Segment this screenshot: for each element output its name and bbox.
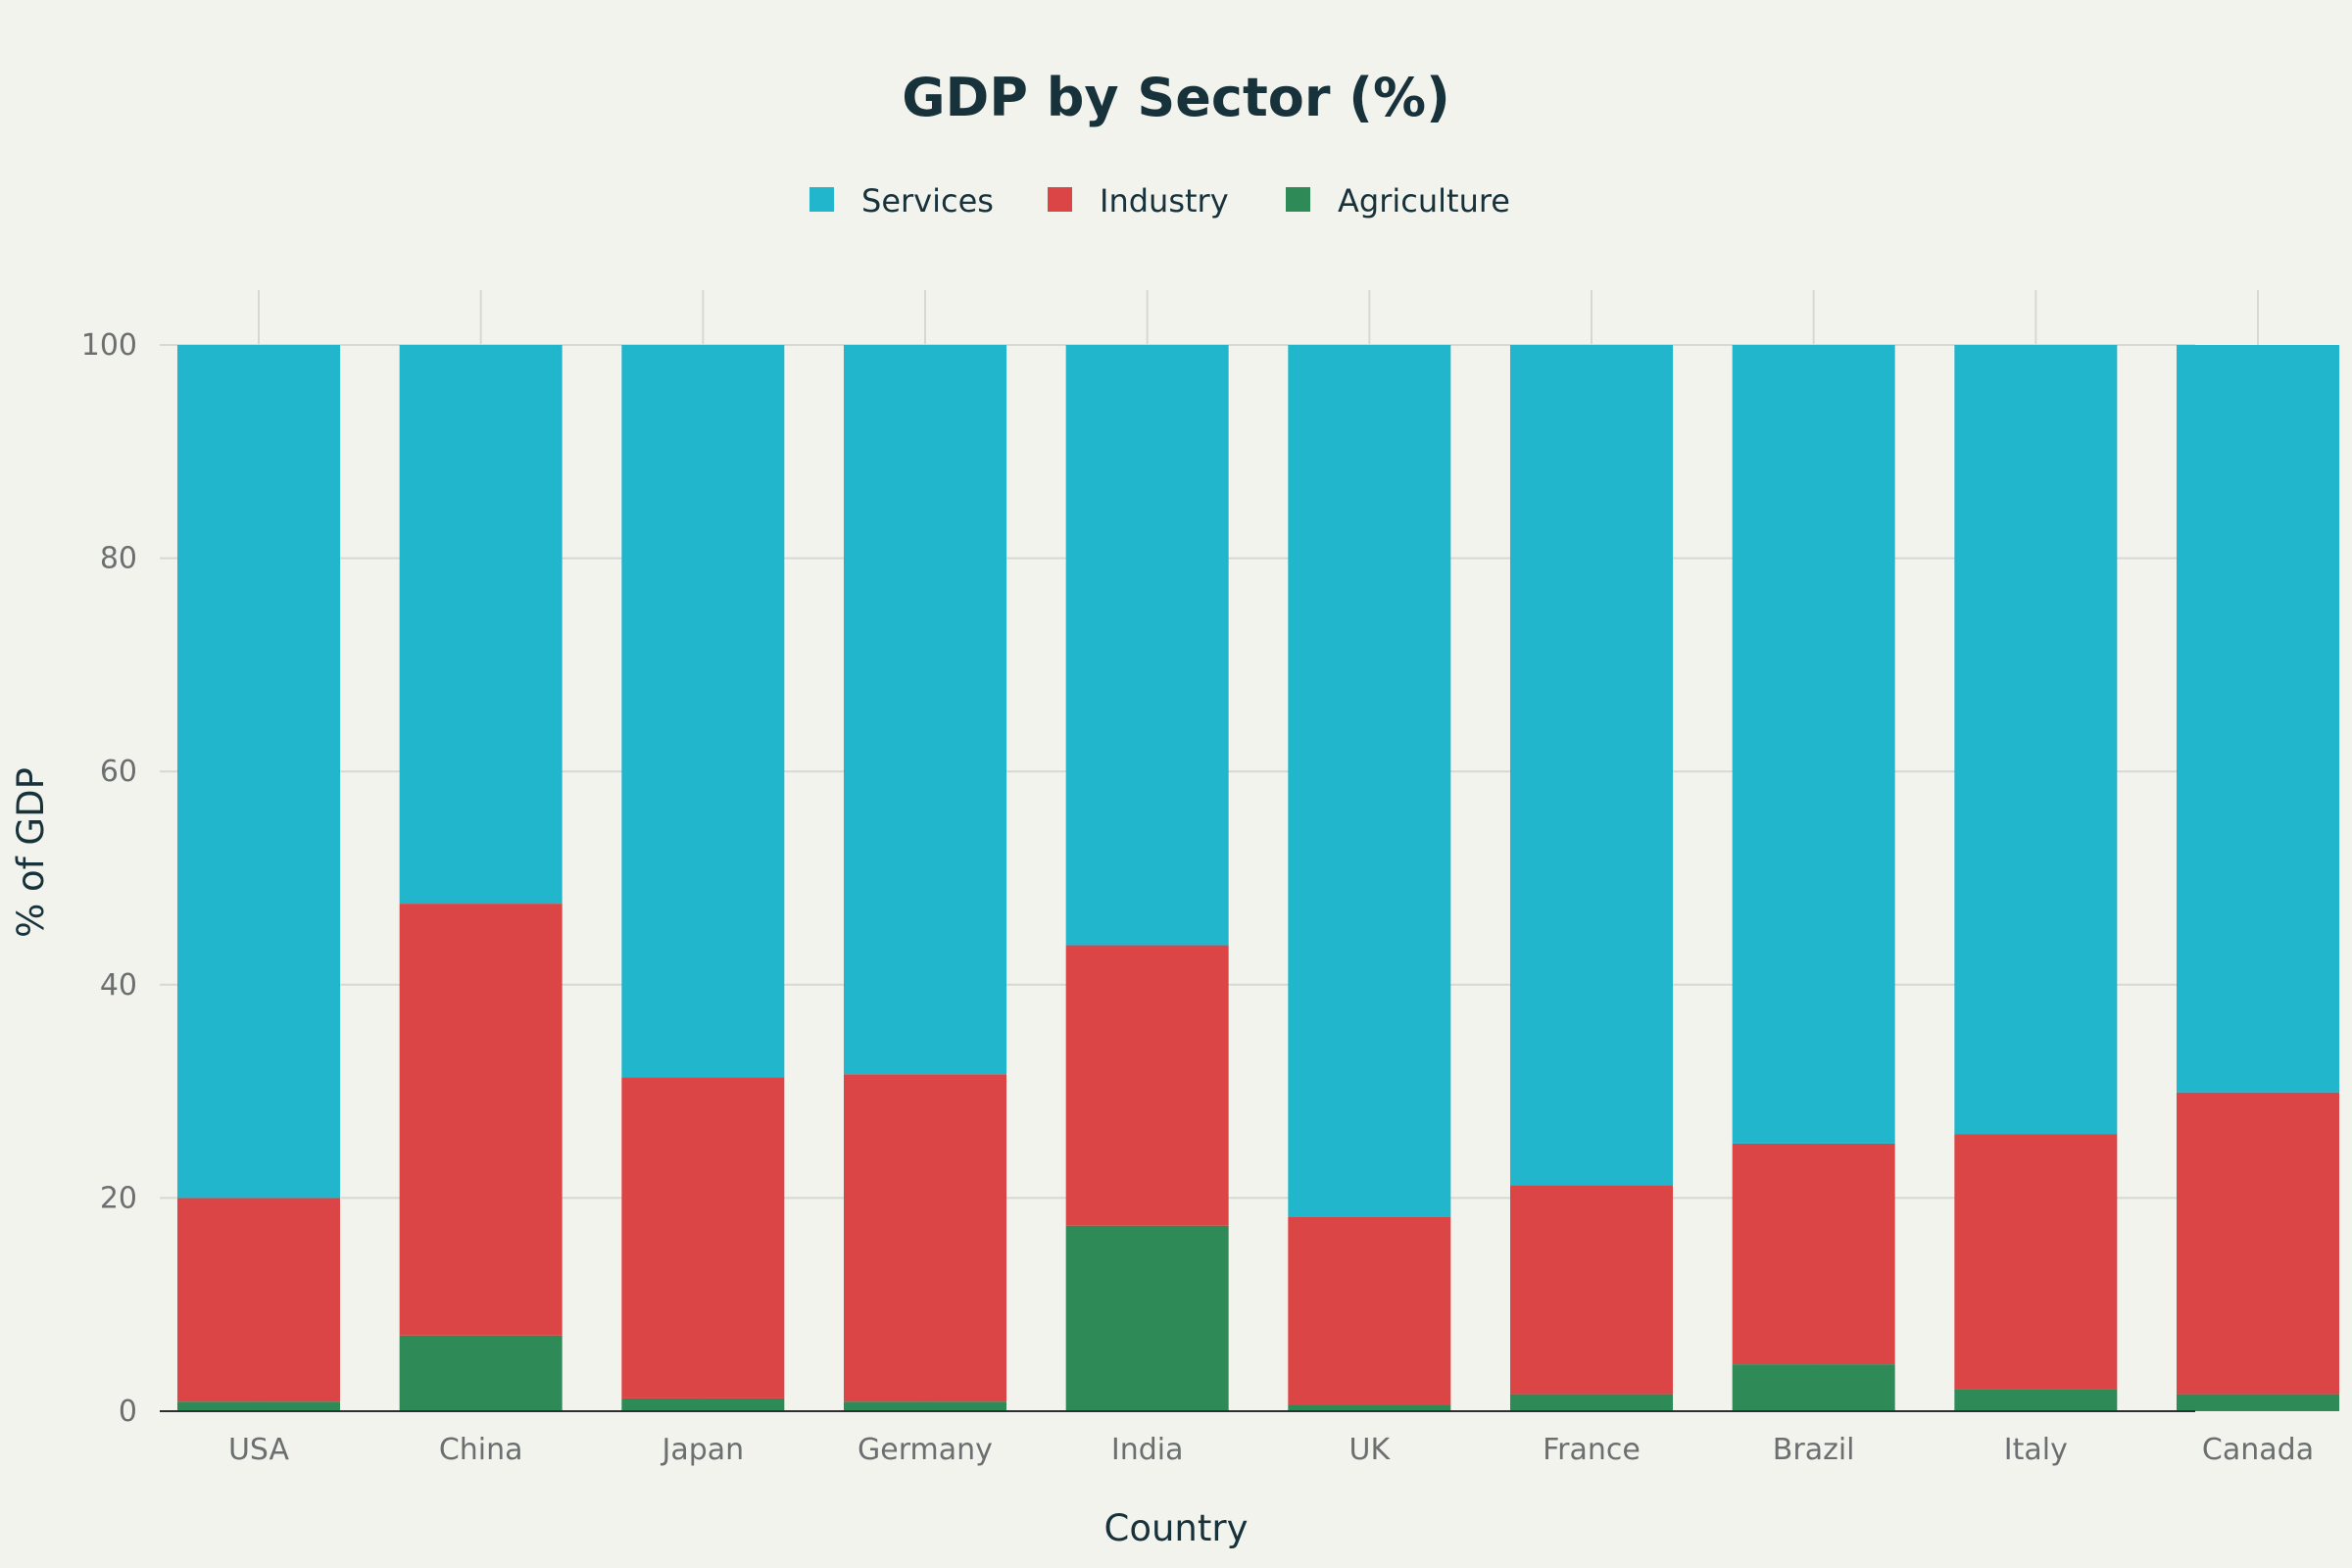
legend-label-industry: Industry <box>1100 182 1229 220</box>
bar-brazil-agriculture <box>1732 1364 1895 1411</box>
bar-uk-agriculture <box>1288 1404 1451 1411</box>
legend-item-agriculture[interactable]: Agriculture <box>1286 182 1510 220</box>
bar-japan-industry <box>621 1077 785 1398</box>
bar-italy-industry <box>1954 1134 2118 1390</box>
bar-italy-agriculture <box>1954 1389 2118 1411</box>
y-tick-label-100: 100 <box>81 328 137 363</box>
y-axis-title: % of GDP <box>10 767 52 938</box>
legend-item-industry[interactable]: Industry <box>1048 182 1229 220</box>
y-tick-label-40: 40 <box>100 968 137 1003</box>
bars-layer <box>177 345 2339 1411</box>
y-tick-label-0: 0 <box>119 1395 137 1429</box>
x-tick-label-usa: USA <box>228 1433 290 1467</box>
bar-germany-agriculture <box>844 1401 1006 1411</box>
bar-italy-services <box>1954 345 2118 1135</box>
x-axis-title: Country <box>1104 1507 1249 1549</box>
x-tick-label-india: India <box>1111 1433 1184 1467</box>
x-tick-label-germany: Germany <box>858 1433 993 1467</box>
bar-germany-services <box>844 345 1006 1075</box>
bar-canada-agriculture <box>2177 1394 2339 1411</box>
bar-brazil-services <box>1732 345 1895 1144</box>
x-tick-label-france: France <box>1543 1433 1641 1467</box>
bar-usa-agriculture <box>177 1401 340 1411</box>
chart-title: GDP by Sector (%) <box>902 67 1450 128</box>
y-tick-label-20: 20 <box>100 1181 137 1215</box>
legend-item-services[interactable]: Services <box>809 182 994 220</box>
bar-usa-services <box>177 345 340 1199</box>
legend-swatch-industry <box>1048 187 1072 212</box>
x-tick-label-china: China <box>439 1433 523 1467</box>
legend-swatch-agriculture <box>1286 187 1310 212</box>
bar-brazil-industry <box>1732 1143 1895 1365</box>
bar-usa-industry <box>177 1198 340 1402</box>
bar-canada-industry <box>2177 1092 2339 1395</box>
bar-france-industry <box>1510 1185 1673 1395</box>
axis-layer: 0 20 40 60 80 100 USA China Japan Germany India UK F… <box>81 328 2314 1467</box>
bar-uk-services <box>1288 345 1451 1217</box>
x-tick-label-japan: Japan <box>660 1433 744 1467</box>
bar-japan-agriculture <box>621 1397 785 1411</box>
bar-china-services <box>399 345 563 905</box>
bar-china-agriculture <box>399 1335 563 1411</box>
bar-germany-industry <box>844 1074 1006 1402</box>
bar-india-services <box>1065 345 1229 946</box>
bar-france-agriculture <box>1510 1394 1673 1411</box>
y-tick-label-60: 60 <box>100 755 137 789</box>
bar-japan-services <box>621 345 785 1078</box>
legend-swatch-services <box>809 187 834 212</box>
bar-uk-industry <box>1288 1216 1451 1405</box>
bar-canada-services <box>2177 345 2339 1093</box>
bar-india-industry <box>1065 945 1229 1226</box>
y-tick-label-80: 80 <box>100 542 137 576</box>
x-tick-label-canada: Canada <box>2202 1433 2314 1467</box>
bar-france-services <box>1510 345 1673 1186</box>
bar-india-agriculture <box>1065 1225 1229 1411</box>
legend-label-services: Services <box>861 182 994 220</box>
legend-label-agriculture: Agriculture <box>1338 182 1510 220</box>
x-tick-label-italy: Italy <box>2004 1433 2068 1467</box>
x-tick-label-brazil: Brazil <box>1773 1433 1855 1467</box>
legend: Services Industry Agriculture <box>809 182 1510 220</box>
bar-china-industry <box>399 904 563 1336</box>
x-tick-label-uk: UK <box>1349 1433 1392 1467</box>
